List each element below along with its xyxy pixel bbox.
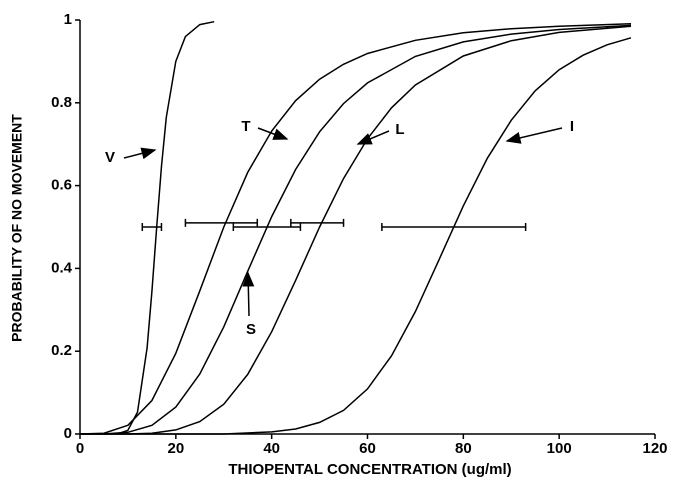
arrow — [505, 127, 563, 144]
x-tick-label: 60 — [359, 440, 376, 457]
curve — [80, 25, 632, 435]
curve — [79, 22, 632, 435]
curve-label: T — [241, 118, 250, 135]
x-axis-title: THIOPENTAL CONCENTRATION (ug/ml) — [228, 461, 511, 478]
y-tick-label: 0.8 — [51, 94, 72, 111]
error-bar — [290, 218, 345, 227]
curve — [103, 20, 215, 435]
arrow — [257, 127, 289, 140]
x-tick-label: 20 — [167, 440, 184, 457]
error-bar — [184, 218, 259, 227]
error-bar — [381, 223, 527, 231]
x-tick-label: 0 — [76, 440, 84, 457]
error-bar — [232, 223, 302, 231]
x-tick-label: 80 — [455, 440, 472, 457]
y-tick-label: 1 — [64, 11, 72, 28]
arrow — [242, 271, 255, 317]
curve-label: I — [570, 118, 574, 135]
arrow — [356, 130, 390, 145]
curve-label: V — [105, 149, 115, 166]
y-tick-label: 0.6 — [51, 177, 72, 194]
x-tick-label: 40 — [263, 440, 280, 457]
curve — [80, 24, 632, 435]
curve — [80, 37, 632, 435]
y-tick-label: 0.2 — [51, 342, 72, 359]
curve-label: L — [395, 121, 404, 138]
y-axis-title: PROBABILITY OF NO MOVEMENT — [9, 114, 25, 342]
x-tick-label: 120 — [642, 440, 667, 457]
error-bar — [141, 223, 163, 231]
y-tick-label: 0 — [64, 425, 72, 442]
curve-label: S — [246, 321, 256, 338]
arrow — [123, 147, 157, 160]
x-tick-label: 100 — [547, 440, 572, 457]
y-tick-label: 0.4 — [51, 259, 73, 276]
